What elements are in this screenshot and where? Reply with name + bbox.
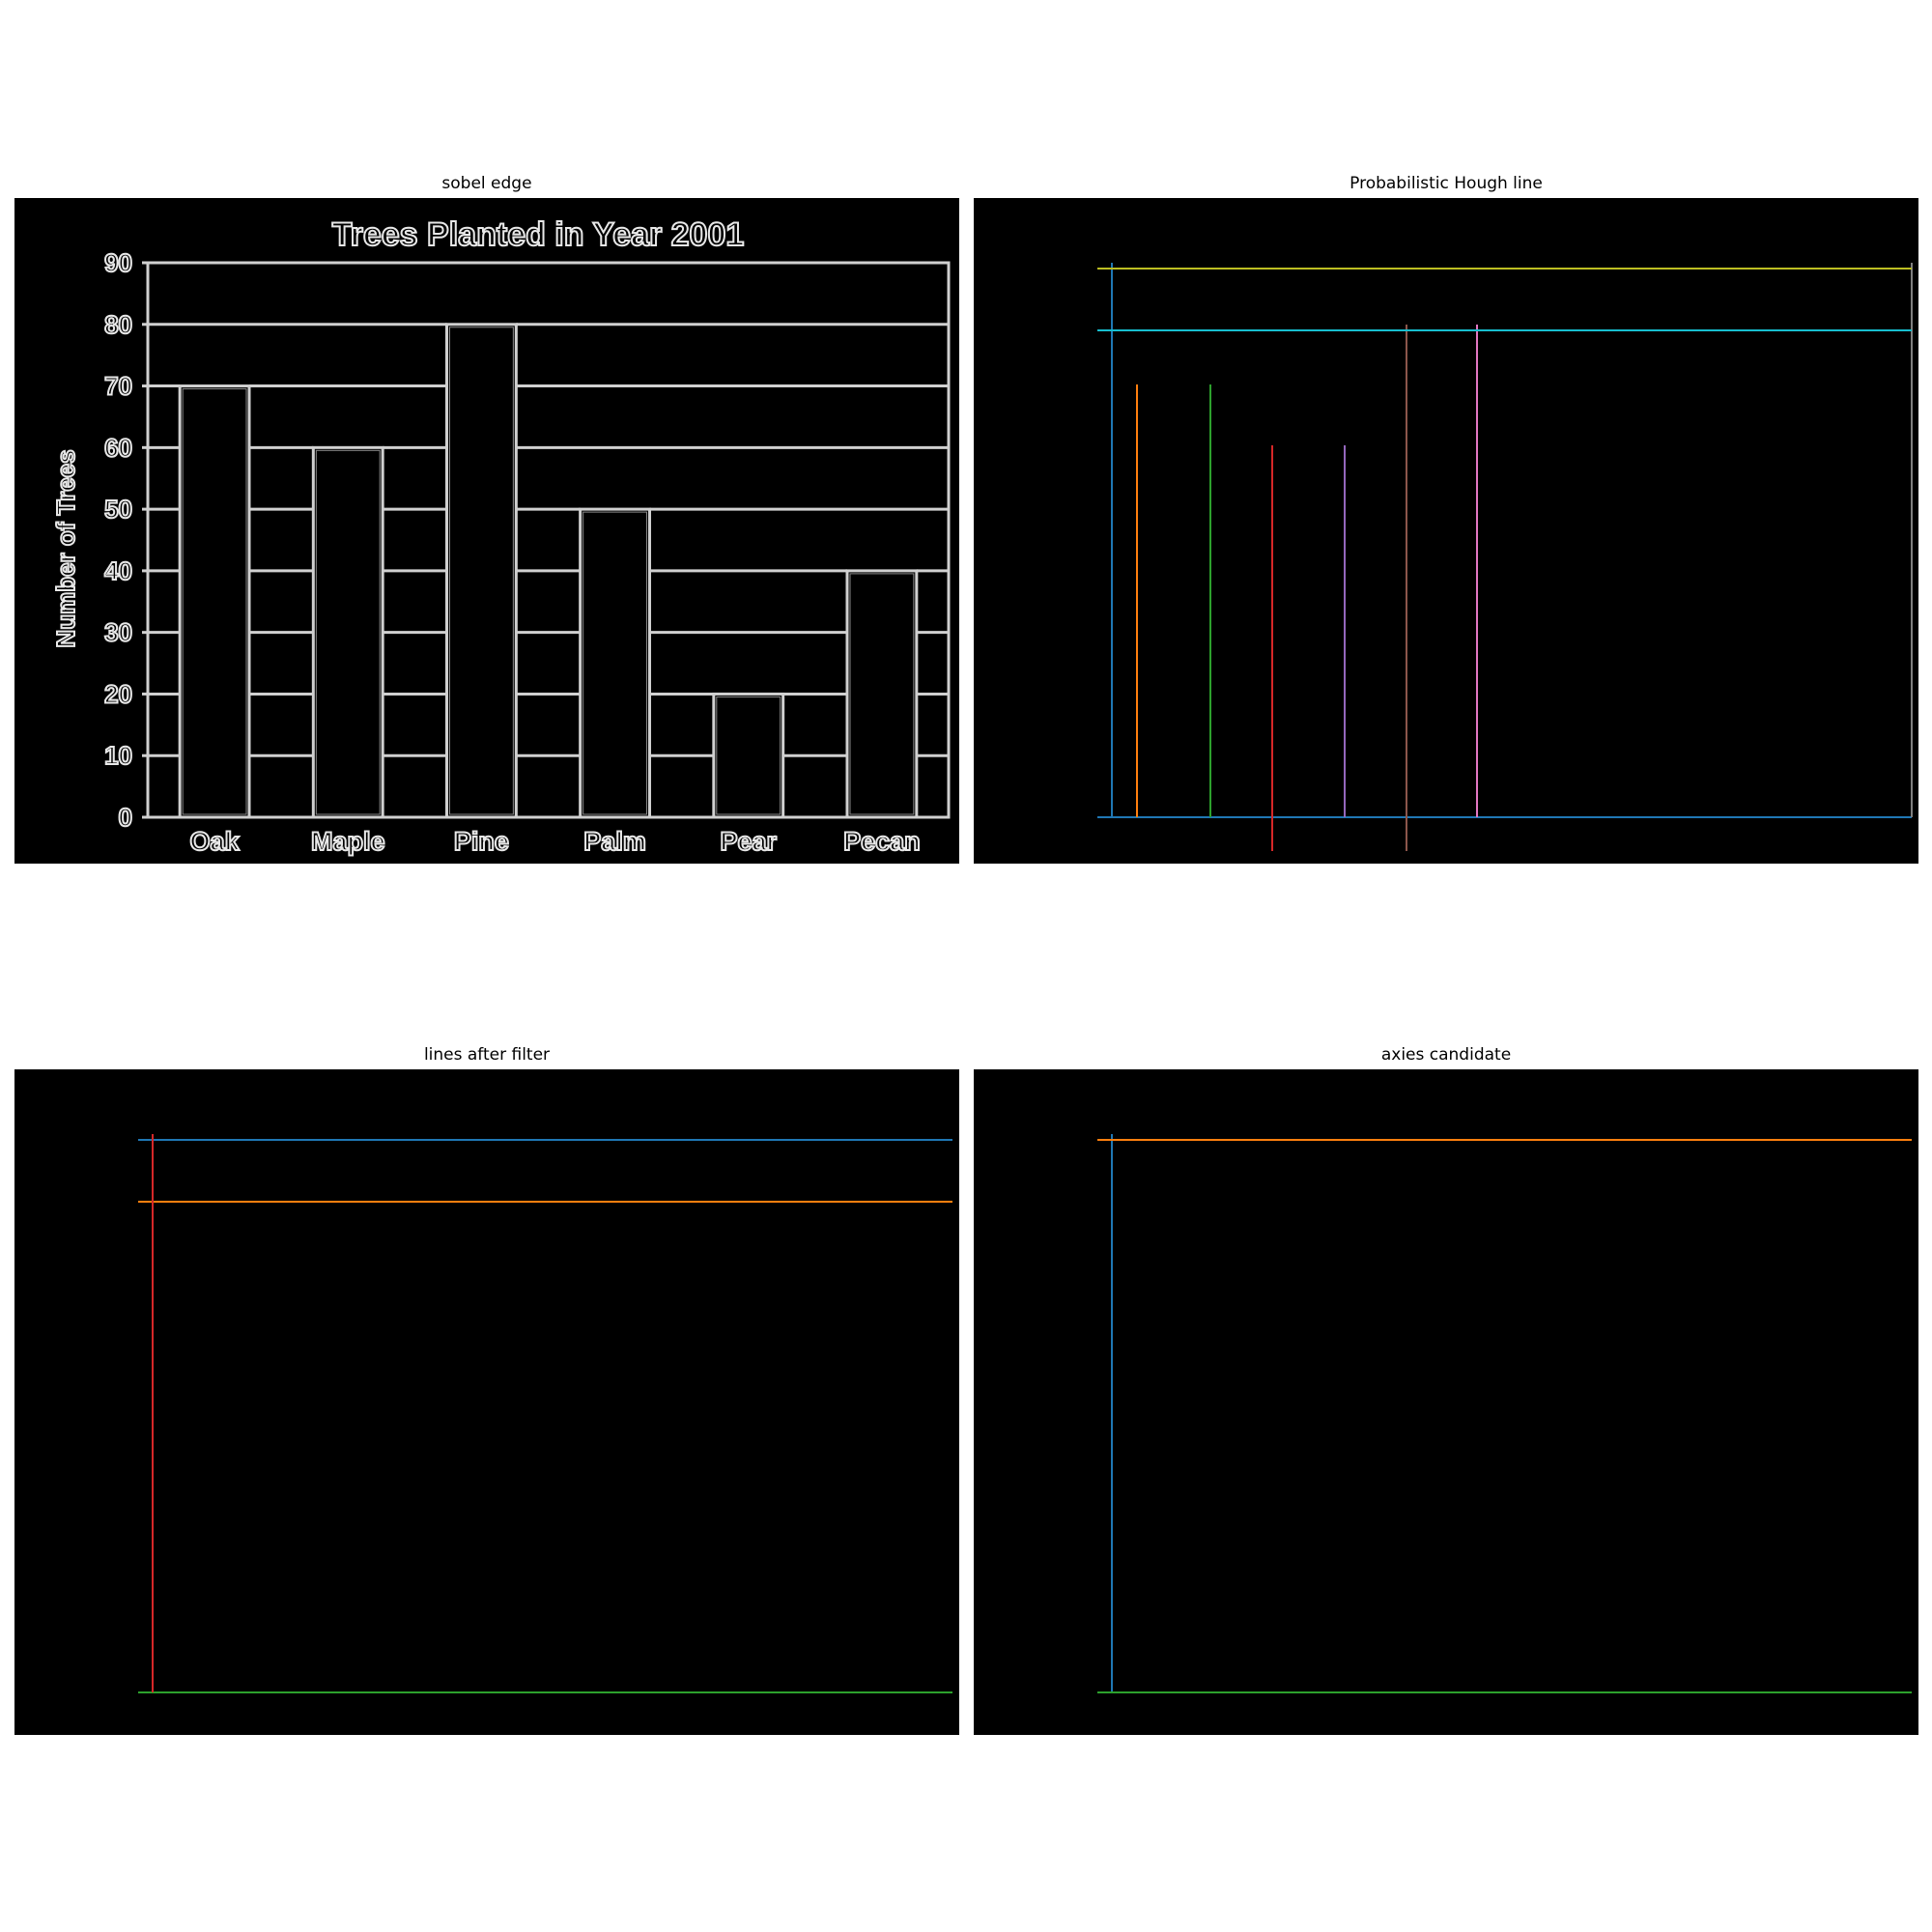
- axies-candidate-panel: [974, 1069, 1918, 1735]
- bar-edge: [579, 507, 652, 819]
- ytick-label: 10: [104, 741, 132, 770]
- sobel-edge-panel: 0 10 20 30 40 50 60 70 80 90 Oak Maple Pine Palm Pear P…: [14, 198, 959, 864]
- ytick-label: 50: [104, 495, 132, 524]
- ytick-label: 40: [104, 556, 132, 585]
- ytick-label: 80: [104, 310, 132, 339]
- panel-title-lines-after-filter: lines after filter: [423, 1045, 551, 1065]
- ytick-label: 90: [104, 248, 132, 277]
- ytick-label: 60: [104, 433, 132, 462]
- filtered-lines-plot: [138, 1134, 952, 1693]
- bar-inner-edge: [582, 511, 648, 815]
- xtick-label: Pine: [454, 827, 509, 856]
- xtick-label: Pear: [720, 827, 777, 856]
- hough-line-panel: [974, 198, 1918, 864]
- panel-title-hough-line: Probabilistic Hough line: [1350, 174, 1543, 193]
- axes-candidate-plot: [1097, 1134, 1912, 1693]
- hough-lines-plot: [1097, 263, 1913, 851]
- plot-frame-edge: [146, 261, 951, 819]
- bar-inner-edge: [315, 449, 381, 815]
- bar-edge: [712, 692, 785, 819]
- xtick-label: Palm: [583, 827, 646, 856]
- panel-title-axies-candidate: axies candidate: [1380, 1045, 1512, 1065]
- panel-title-sobel-edge: sobel edge: [441, 174, 532, 193]
- xtick-label: Maple: [311, 827, 385, 856]
- bar-inner-edge: [849, 573, 915, 815]
- xtick-label: Pecan: [843, 827, 921, 856]
- ytick-label: 30: [104, 618, 132, 647]
- sobel-edge-chart: 0 10 20 30 40 50 60 70 80 90 Oak Maple Pine Palm Pear P…: [50, 215, 951, 857]
- bar-edge: [178, 384, 251, 819]
- bar-inner-edge: [182, 388, 247, 815]
- ytick-label: 0: [119, 803, 132, 832]
- xtick-label: Oak: [190, 827, 241, 856]
- bar-inner-edge: [716, 696, 781, 815]
- chart-title: Trees Planted in Year 2001: [332, 216, 745, 253]
- bar-edge: [845, 569, 919, 819]
- filtered-lines-panel: [14, 1069, 959, 1735]
- y-axis-label: Number of Trees: [51, 449, 80, 647]
- bar-edge: [444, 323, 518, 819]
- bar-edge: [311, 445, 384, 819]
- ytick-label: 70: [104, 372, 132, 401]
- bar-inner-edge: [448, 327, 514, 815]
- ytick-label: 20: [104, 679, 132, 708]
